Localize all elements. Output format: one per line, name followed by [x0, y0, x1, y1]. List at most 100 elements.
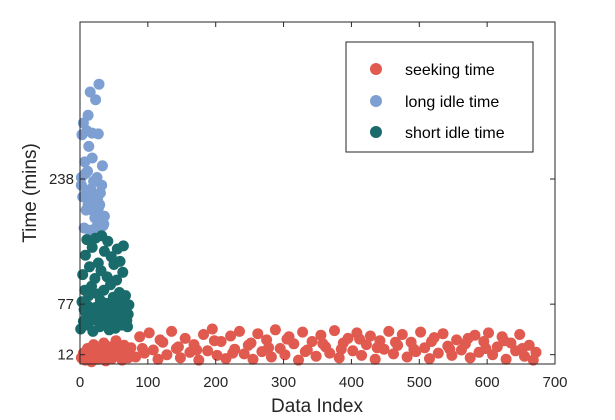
x-tick-label-100: 100 [135, 374, 160, 391]
point-seeking-time-69 [329, 325, 340, 337]
point-long-idle-time-32 [96, 179, 108, 191]
point-long-idle-time-0 [75, 179, 87, 191]
point-short-idle-time-48 [117, 266, 129, 278]
y-axis-label: Time (mins) [20, 143, 41, 243]
point-short-idle-time-10 [84, 261, 95, 273]
y-tick-label-12: 12 [57, 347, 74, 364]
point-seeking-time-115 [136, 343, 148, 354]
point-seeking-time-58 [279, 349, 291, 361]
point-seeking-time-73 [347, 345, 359, 357]
point-seeking-time-49 [238, 348, 250, 360]
point-seeking-time-42 [206, 323, 218, 335]
point-long-idle-time-31 [94, 199, 106, 211]
point-short-idle-time-69 [118, 305, 130, 317]
point-short-idle-time-70 [121, 315, 133, 326]
axis-ticks: 0 100 200 300 400 500 600 700 12 77 238 [49, 22, 568, 391]
point-seeking-time-90 [424, 353, 435, 365]
point-short-idle-time-5 [79, 249, 91, 261]
point-short-idle-time-45 [114, 255, 126, 267]
point-short-idle-time-16 [89, 273, 101, 284]
point-seeking-time-110 [514, 329, 526, 340]
legend: seeking time long idle time short idle t… [345, 41, 534, 153]
point-seeking-time-62 [297, 326, 309, 338]
point-seeking-time-99 [464, 352, 476, 364]
point-long-idle-time-10 [86, 152, 98, 164]
x-axis-label: Data Index [271, 396, 363, 417]
point-seeking-time-78 [369, 353, 381, 365]
point-seeking-time-116 [154, 334, 166, 346]
point-seeking-time-70 [333, 352, 345, 364]
y-tick-label-77: 77 [57, 296, 74, 313]
point-seeking-time-29 [147, 344, 159, 356]
legend-label-seeking-time: seeking time [405, 62, 495, 79]
point-seeking-time-121 [245, 337, 257, 349]
point-short-idle-time-31 [102, 235, 114, 247]
point-short-idle-time-51 [120, 290, 131, 302]
point-seeking-time-55 [265, 351, 277, 363]
point-long-idle-time-19 [96, 160, 108, 172]
legend-marker-long-idle-time [370, 95, 382, 107]
point-seeking-time-127 [354, 333, 366, 345]
point-seeking-time-103 [483, 327, 494, 339]
point-seeking-time-72 [342, 332, 354, 344]
point-seeking-time-125 [317, 338, 329, 350]
point-seeking-time-75 [356, 349, 368, 361]
x-tick-label-500: 500 [407, 374, 432, 391]
point-seeking-time-39 [193, 354, 205, 366]
point-seeking-time-93 [437, 328, 449, 340]
point-seeking-time-48 [234, 325, 245, 337]
point-seeking-time-84 [396, 329, 408, 340]
point-seeking-time-66 [315, 329, 327, 341]
point-seeking-time-85 [401, 351, 413, 363]
point-long-idle-time-38 [75, 172, 87, 183]
point-seeking-time-88 [415, 326, 427, 338]
point-seeking-time-77 [364, 330, 376, 342]
point-seeking-time-123 [281, 333, 293, 345]
point-seeking-time-65 [310, 350, 322, 362]
point-short-idle-time-7 [81, 234, 93, 246]
x-tick-label-300: 300 [271, 374, 296, 391]
legend-marker-seeking-time [370, 63, 382, 75]
point-long-idle-time-37 [92, 128, 104, 140]
legend-marker-short-idle-time [370, 126, 382, 138]
point-seeking-time-32 [161, 349, 173, 361]
point-long-idle-time-35 [82, 109, 94, 121]
point-seeking-time-119 [208, 335, 220, 347]
legend-label-short-idle-time: short idle time [405, 125, 505, 142]
point-seeking-time-30 [152, 353, 164, 365]
point-seeking-time-134 [480, 343, 492, 354]
point-long-idle-time-16 [93, 78, 105, 90]
point-long-idle-time-39 [79, 189, 91, 201]
point-seeking-time-36 [179, 332, 191, 344]
point-seeking-time-56 [269, 324, 281, 336]
point-seeking-time-92 [432, 347, 444, 359]
point-seeking-time-120 [227, 347, 239, 359]
point-seeking-time-122 [263, 342, 275, 354]
point-short-idle-time-49 [117, 240, 129, 252]
point-seeking-time-40 [198, 329, 209, 340]
point-seeking-time-52 [252, 328, 264, 340]
point-seeking-time-24 [125, 342, 137, 354]
point-seeking-time-96 [451, 334, 463, 346]
point-seeking-time-33 [166, 325, 178, 337]
point-seeking-time-61 [293, 354, 304, 366]
point-seeking-time-28 [143, 327, 155, 339]
x-tick-label-0: 0 [76, 374, 84, 391]
point-short-idle-time-9 [83, 290, 95, 302]
point-seeking-time-118 [191, 344, 203, 356]
point-seeking-time-46 [225, 330, 237, 342]
point-seeking-time-135 [498, 335, 510, 347]
point-short-idle-time-41 [111, 274, 123, 286]
axes-box [79, 21, 556, 365]
point-seeking-time-114 [530, 346, 542, 358]
point-seeking-time-17 [110, 335, 122, 347]
point-seeking-time-132 [444, 343, 456, 355]
point-long-idle-time-23 [80, 204, 92, 216]
point-seeking-time-51 [247, 353, 259, 365]
x-tick-label-400: 400 [339, 374, 364, 391]
point-seeking-time-35 [174, 352, 186, 364]
point-seeking-time-131 [426, 336, 437, 347]
point-long-idle-time-34 [98, 210, 110, 222]
point-seeking-time-43 [211, 349, 223, 361]
